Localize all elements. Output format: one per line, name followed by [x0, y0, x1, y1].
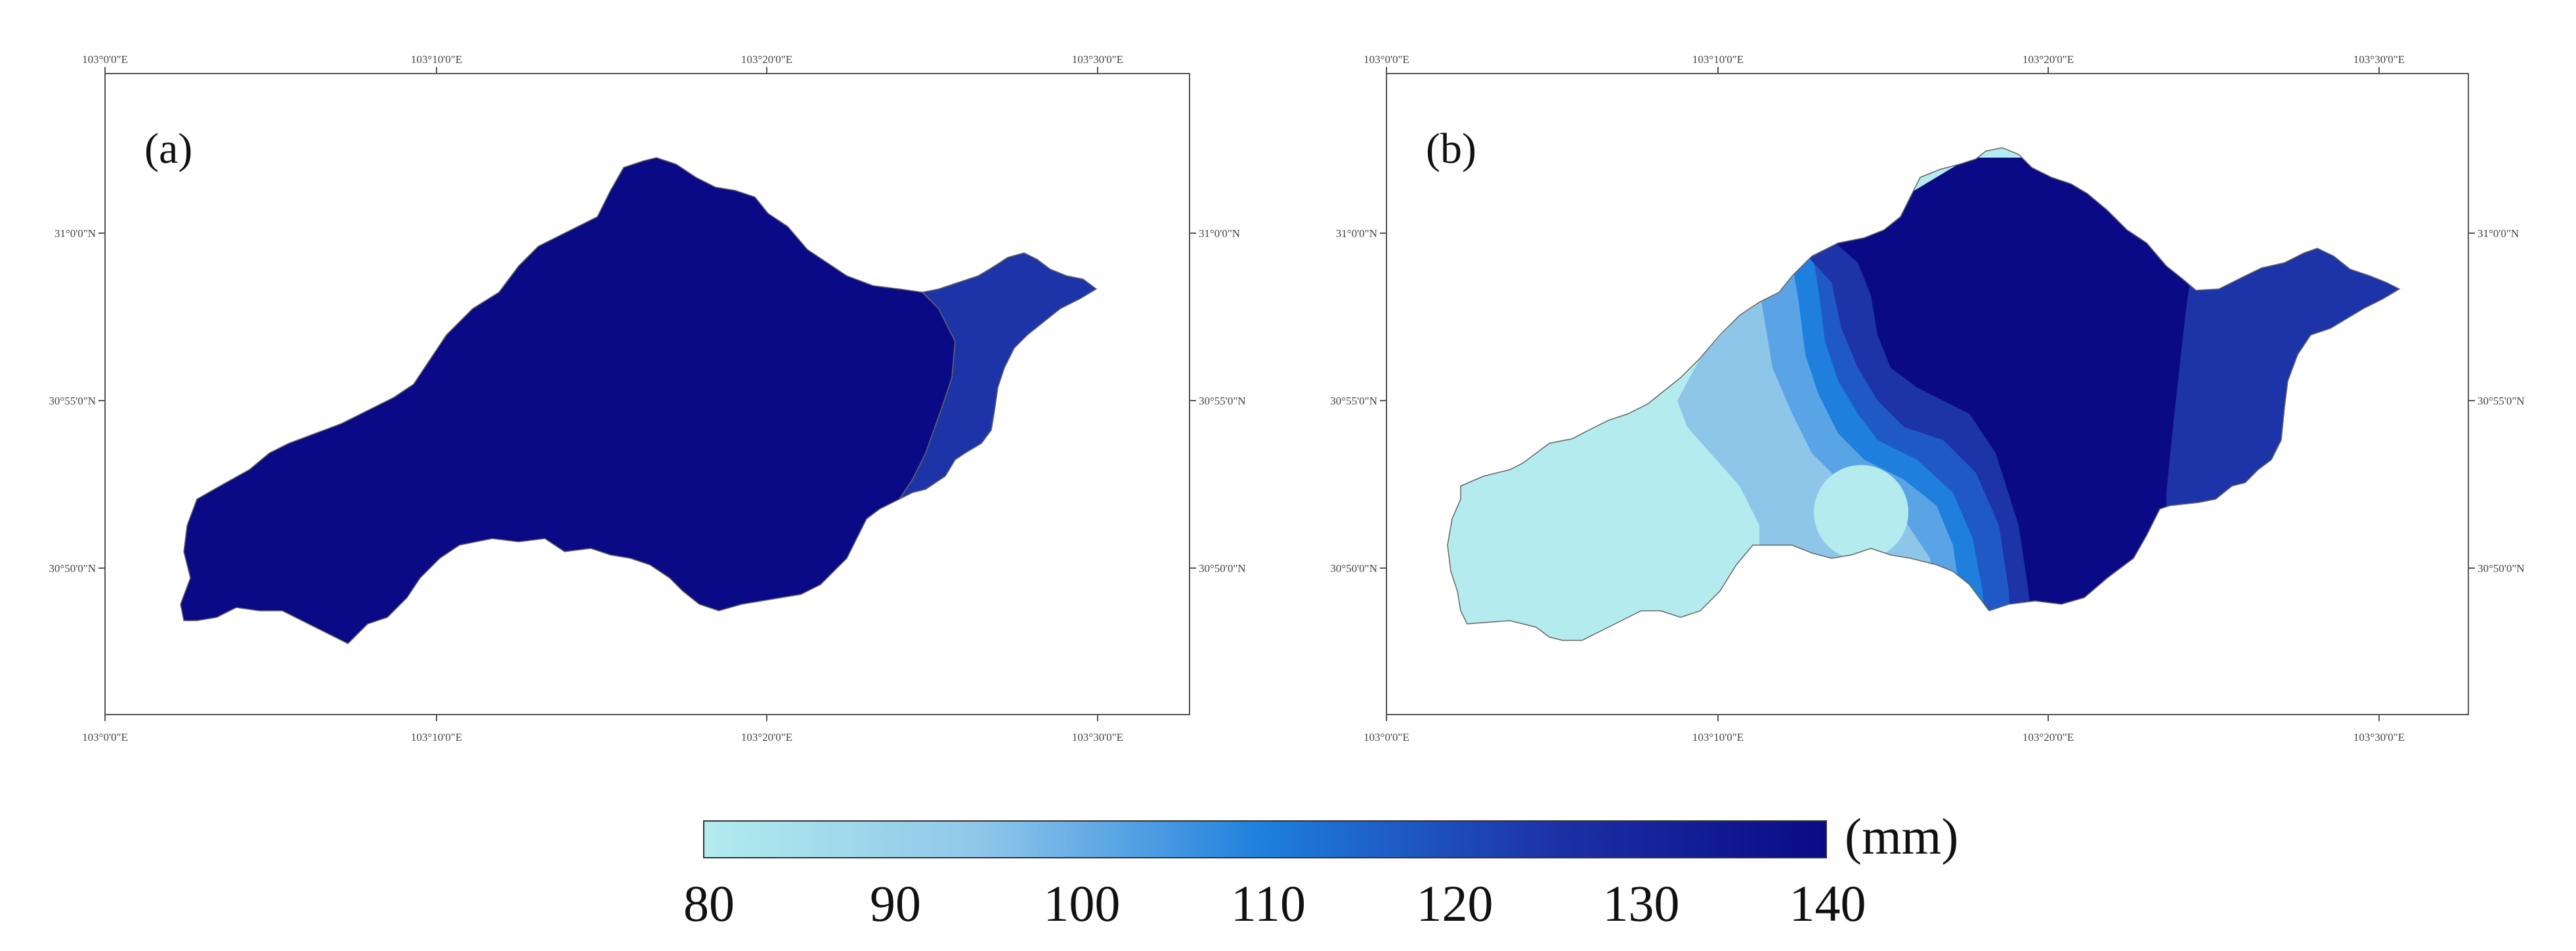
basin-a-zone-130 — [897, 252, 1098, 500]
basin-a — [180, 157, 1098, 644]
colorbar-unit: (mm) — [1845, 808, 1958, 865]
lat-tick-label-left-b-1: 30°55'0"N — [1330, 395, 1377, 407]
lon-tick-label-top-b-1: 103°10'0"E — [1692, 53, 1744, 66]
lon-tick-label-top-b-2: 103°20'0"E — [2023, 53, 2074, 66]
basin-b-outline — [1447, 147, 2401, 641]
colorbar-tick-3: 110 — [1231, 875, 1306, 932]
basin-b-zone-80-pocket — [1814, 465, 1908, 560]
panel-b: (b) 103°0'0"E 103°10'0"E 103°20'0"E 103°… — [1330, 53, 2524, 743]
colorbar-bar — [703, 820, 1827, 858]
panel-label-b: (b) — [1426, 125, 1476, 173]
lat-tick-label-right-b-1: 30°55'0"N — [2478, 395, 2525, 407]
lat-tick-label-right-b-2: 30°50'0"N — [2478, 562, 2525, 575]
lat-tick-label-left-b-0: 31°0'0"N — [1336, 227, 1377, 240]
lon-ticks-a: 103°0'0"E 103°10'0"E 103°20'0"E 103°30'0… — [82, 53, 1123, 743]
panel-a: (a) 103°0'0"E 103°10'0"E 103°20'0"E 103°… — [49, 53, 1245, 743]
lat-ticks-a: 31°0'0"N 30°55'0"N 30°50'0"N 31°0'0"N 30… — [49, 227, 1245, 575]
colorbar-tick-0: 80 — [683, 875, 735, 932]
basin-b-zone-140 — [1832, 158, 2196, 640]
colorbar-tick-1: 90 — [870, 875, 921, 932]
lon-tick-label-bottom-a-3: 103°30'0"E — [1072, 731, 1123, 743]
lat-tick-label-left-b-2: 30°50'0"N — [1330, 562, 1377, 575]
lat-tick-label-right-b-0: 31°0'0"N — [2478, 227, 2519, 240]
lon-tick-label-top-b-0: 103°0'0"E — [1363, 53, 1409, 66]
colorbar: (mm) 80 90 100 110 120 130 140 — [683, 808, 1958, 932]
lon-tick-label-bottom-b-2: 103°20'0"E — [2023, 731, 2074, 743]
lat-ticks-b: 31°0'0"N 30°55'0"N 30°50'0"N 31°0'0"N 30… — [1330, 227, 2524, 575]
colorbar-tick-2: 100 — [1044, 875, 1121, 932]
lon-tick-label-top-b-3: 103°30'0"E — [2353, 53, 2405, 66]
lat-tick-label-right-a-1: 30°55'0"N — [1199, 395, 1246, 407]
lat-tick-label-right-a-0: 31°0'0"N — [1199, 227, 1240, 240]
lat-tick-label-left-a-1: 30°55'0"N — [49, 395, 96, 407]
lon-tick-label-top-a-2: 103°20'0"E — [741, 53, 792, 66]
lat-tick-label-left-a-2: 30°50'0"N — [49, 562, 96, 575]
lon-tick-label-bottom-b-0: 103°0'0"E — [1363, 731, 1409, 743]
lon-tick-label-bottom-a-1: 103°10'0"E — [411, 731, 462, 743]
lon-tick-label-bottom-a-0: 103°0'0"E — [82, 731, 128, 743]
colorbar-tick-5: 130 — [1603, 875, 1680, 932]
lon-ticks-b: 103°0'0"E 103°10'0"E 103°20'0"E 103°30'0… — [1363, 53, 2405, 743]
lon-tick-label-top-a-0: 103°0'0"E — [82, 53, 128, 66]
colorbar-tick-4: 120 — [1417, 875, 1493, 932]
lat-tick-label-right-a-2: 30°50'0"N — [1199, 562, 1246, 575]
lon-tick-label-bottom-b-3: 103°30'0"E — [2353, 731, 2405, 743]
lat-tick-label-left-a-0: 31°0'0"N — [54, 227, 96, 240]
lon-tick-label-top-a-1: 103°10'0"E — [411, 53, 462, 66]
panel-label-a: (a) — [144, 125, 192, 173]
lon-tick-label-bottom-b-1: 103°10'0"E — [1692, 731, 1744, 743]
lon-tick-label-bottom-a-2: 103°20'0"E — [741, 731, 792, 743]
colorbar-tick-6: 140 — [1790, 875, 1866, 932]
lon-tick-label-top-a-3: 103°30'0"E — [1072, 53, 1123, 66]
